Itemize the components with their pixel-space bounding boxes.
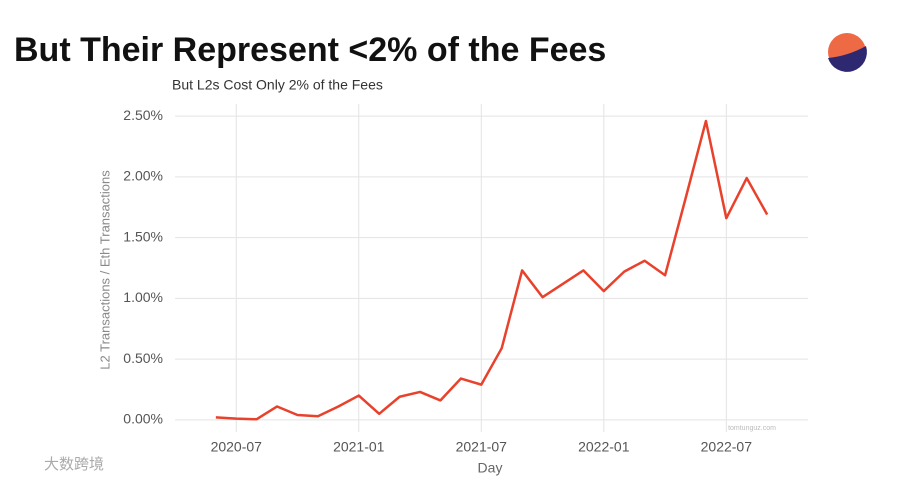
y-tick-label: 2.50% [123, 107, 163, 123]
y-axis-label: L2 Transactions / Eth Transactions [97, 170, 112, 370]
y-tick-label: 0.00% [123, 411, 163, 427]
brand: 大数跨境 [44, 455, 104, 473]
y-tick-label: 1.50% [123, 228, 163, 244]
x-axis-label: Day [478, 460, 503, 476]
x-tick-label: 2021-07 [456, 439, 508, 455]
logo [828, 33, 867, 72]
x-tick-label: 2020-07 [211, 439, 263, 455]
y-tick-label: 0.50% [123, 350, 163, 366]
x-tick-label: 2021-01 [333, 439, 385, 455]
y-tick-label: 1.00% [123, 289, 163, 305]
line-series [215, 119, 769, 421]
x-tick-label: 2022-07 [701, 439, 753, 455]
y-tick-label: 2.00% [123, 168, 163, 184]
chart-title: But Their Represent <2% of the Fees [14, 31, 606, 69]
chart-subtitle: But L2s Cost Only 2% of the Fees [172, 77, 383, 93]
x-tick-label: 2022-01 [578, 439, 630, 455]
watermark: tomtunguz.com [728, 425, 776, 432]
